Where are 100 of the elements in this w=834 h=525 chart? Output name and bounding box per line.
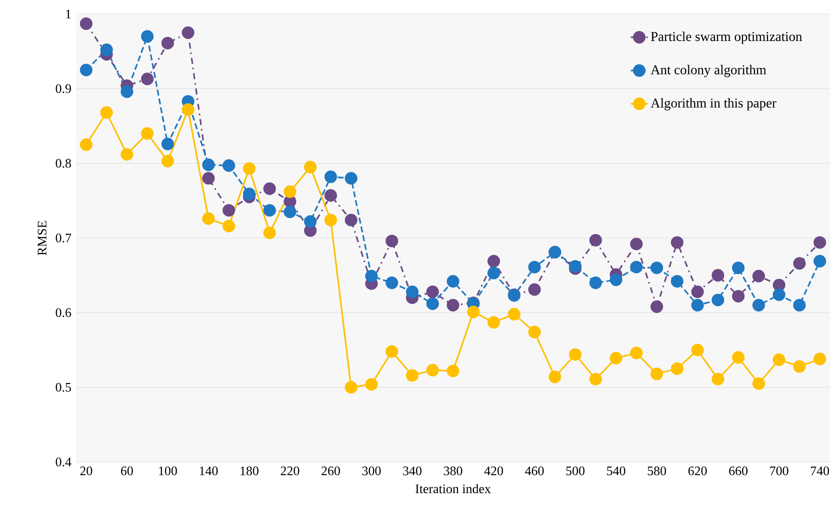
y-tick-label: 0.8 — [56, 158, 71, 168]
point — [202, 158, 215, 172]
y-tick-label: 0.4 — [56, 458, 72, 466]
point — [732, 262, 745, 274]
point — [446, 298, 460, 312]
point — [141, 127, 154, 140]
x-tick-label: 380 — [444, 466, 462, 476]
point — [691, 344, 704, 356]
point — [80, 138, 92, 151]
point — [304, 160, 317, 174]
point — [650, 262, 664, 274]
legend-label: Algorithm in this paper — [650, 98, 776, 110]
point — [670, 362, 684, 375]
point — [386, 345, 398, 358]
point — [467, 306, 480, 318]
point — [365, 270, 378, 282]
point — [324, 189, 338, 202]
point — [141, 30, 154, 43]
point — [80, 17, 92, 30]
point — [650, 368, 664, 380]
point — [752, 270, 765, 282]
point — [712, 269, 724, 282]
point — [793, 298, 806, 312]
point — [182, 103, 194, 116]
point — [752, 298, 765, 312]
point — [406, 369, 419, 382]
point — [772, 288, 786, 302]
point — [284, 206, 296, 218]
point — [508, 308, 520, 320]
point — [691, 285, 704, 298]
x-tick-label: 260 — [322, 466, 340, 476]
x-tick-label: 300 — [362, 466, 381, 476]
point — [568, 348, 582, 361]
point — [670, 236, 684, 249]
point — [793, 360, 806, 373]
point — [406, 285, 419, 298]
y-tick-label: 0.9 — [56, 84, 71, 94]
y-tick-label: 1 — [66, 10, 71, 18]
point — [426, 285, 439, 298]
point — [528, 283, 541, 296]
point — [304, 215, 317, 228]
point — [100, 44, 113, 56]
point — [182, 26, 194, 39]
point — [161, 36, 174, 50]
point — [242, 162, 256, 175]
point — [426, 364, 439, 376]
point — [528, 326, 541, 338]
point — [772, 353, 786, 366]
point — [386, 234, 398, 248]
point — [263, 182, 276, 195]
point — [732, 351, 745, 364]
point — [670, 275, 684, 288]
point — [365, 378, 378, 391]
point — [487, 266, 500, 280]
point — [120, 148, 134, 161]
point — [630, 346, 643, 360]
point — [446, 275, 460, 288]
x-tick-label: 700 — [770, 466, 788, 476]
point — [548, 370, 562, 384]
y-axis-title: RMSE — [38, 221, 46, 256]
point — [161, 154, 174, 168]
x-tick-label: 340 — [403, 466, 422, 476]
point — [222, 220, 236, 232]
point — [324, 214, 338, 226]
point — [222, 204, 236, 217]
point — [284, 185, 296, 198]
point — [202, 212, 215, 225]
point — [263, 226, 276, 240]
x-tick-label: 20 — [80, 466, 92, 476]
x-tick-label: 140 — [200, 466, 218, 476]
point — [487, 316, 500, 329]
point — [630, 260, 643, 274]
point — [161, 138, 174, 150]
point — [814, 254, 826, 268]
x-tick-label: 500 — [566, 466, 584, 476]
point — [242, 188, 256, 200]
point — [487, 254, 500, 268]
x-tick-label: 100 — [159, 466, 177, 476]
y-tick-label: 0.5 — [56, 382, 71, 392]
point — [691, 298, 704, 312]
point — [344, 214, 358, 226]
point — [712, 372, 724, 386]
point — [324, 170, 338, 184]
point — [589, 276, 602, 290]
x-axis-title: Iteration index — [416, 484, 491, 494]
x-tick-label: 660 — [729, 466, 748, 476]
point — [589, 372, 602, 386]
legend-label: Particle swarm optimization — [650, 32, 802, 44]
point — [712, 294, 724, 306]
point — [814, 352, 826, 366]
point — [732, 290, 745, 303]
point — [222, 159, 236, 172]
x-tick-label: 180 — [240, 466, 258, 476]
point — [120, 85, 134, 98]
point — [793, 257, 806, 270]
point — [650, 300, 664, 313]
point — [141, 72, 154, 86]
legend-label: Ant colony algorithm — [650, 64, 766, 78]
x-tick-label: 420 — [484, 466, 503, 476]
point — [344, 172, 358, 185]
